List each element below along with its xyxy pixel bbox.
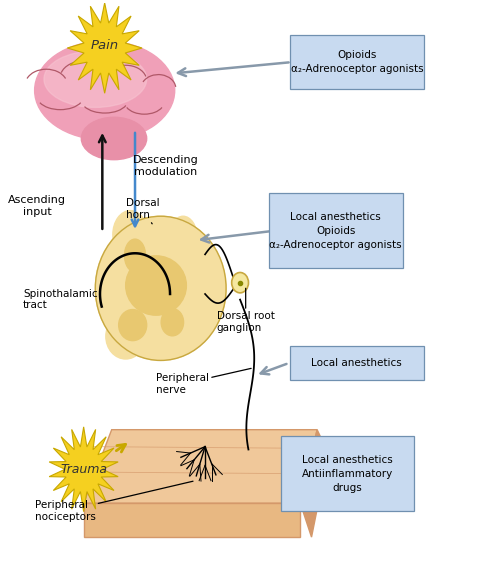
Ellipse shape	[95, 216, 226, 360]
Text: Trauma: Trauma	[60, 463, 107, 476]
Text: Dorsal
horn: Dorsal horn	[125, 198, 159, 224]
Text: Pain: Pain	[90, 39, 119, 52]
Ellipse shape	[162, 313, 196, 354]
Text: Local anesthetics: Local anesthetics	[311, 358, 401, 368]
Text: Ascending
input: Ascending input	[8, 195, 66, 216]
Text: Local anesthetics
Antiinflammatory
drugs: Local anesthetics Antiinflammatory drugs	[301, 455, 392, 493]
Polygon shape	[67, 3, 142, 93]
Polygon shape	[49, 427, 118, 512]
FancyBboxPatch shape	[289, 346, 423, 380]
Ellipse shape	[125, 256, 186, 315]
Ellipse shape	[35, 41, 174, 140]
Text: Descending
modulation: Descending modulation	[132, 155, 198, 177]
FancyBboxPatch shape	[280, 436, 413, 511]
Polygon shape	[300, 430, 328, 537]
Ellipse shape	[44, 51, 146, 107]
Ellipse shape	[106, 314, 145, 359]
Ellipse shape	[81, 117, 146, 160]
Text: Dorsal root
ganglion: Dorsal root ganglion	[216, 288, 274, 332]
Ellipse shape	[161, 309, 183, 336]
Polygon shape	[84, 503, 300, 537]
Ellipse shape	[119, 309, 146, 341]
FancyBboxPatch shape	[268, 194, 402, 268]
Text: Peripheral
nociceptors: Peripheral nociceptors	[35, 481, 192, 522]
Text: Spinothalamic
tract: Spinothalamic tract	[23, 289, 97, 311]
Ellipse shape	[169, 216, 197, 259]
Text: Peripheral
nerve: Peripheral nerve	[156, 368, 251, 395]
Ellipse shape	[124, 239, 145, 272]
Ellipse shape	[113, 211, 147, 259]
Text: Local anesthetics
Opioids
α₂-Adrenoceptor agonists: Local anesthetics Opioids α₂-Adrenocepto…	[269, 212, 401, 250]
Polygon shape	[84, 430, 316, 503]
FancyBboxPatch shape	[289, 35, 423, 89]
Circle shape	[231, 272, 248, 293]
Text: Opioids
α₂-Adrenoceptor agonists: Opioids α₂-Adrenoceptor agonists	[290, 50, 422, 74]
